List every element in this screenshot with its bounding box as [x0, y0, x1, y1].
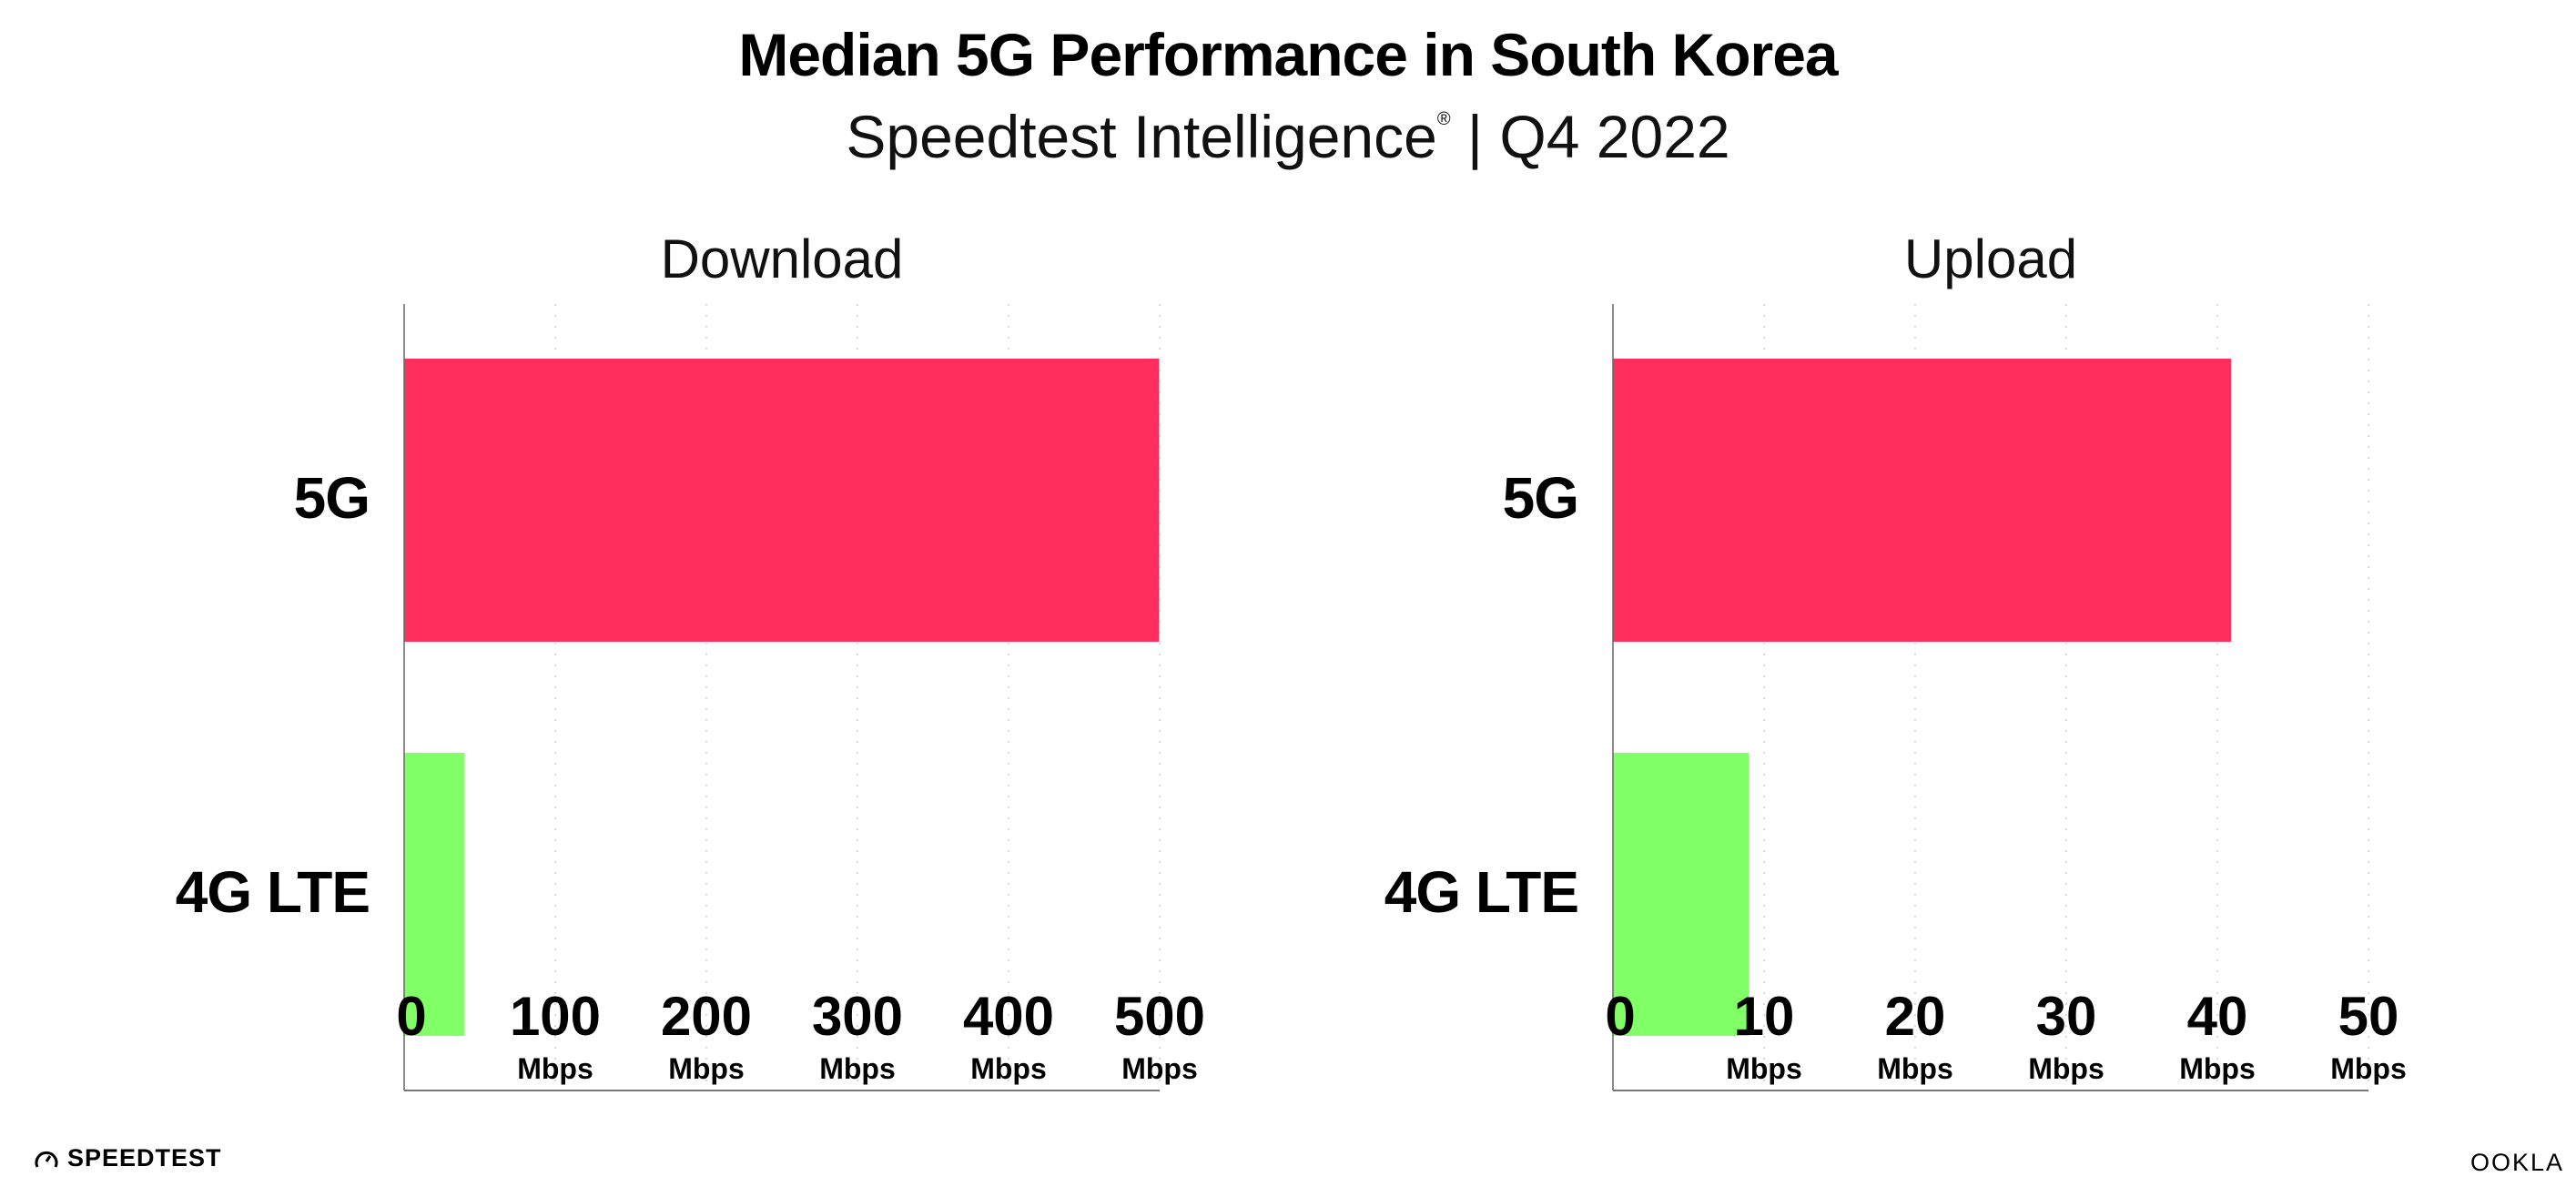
x-tick-label: 40: [2186, 986, 2248, 1047]
x-tick-unit: Mbps: [1121, 1052, 1198, 1085]
speedtest-logo: SPEEDTEST: [33, 1144, 222, 1172]
x-tick-unit: Mbps: [2028, 1052, 2104, 1085]
x-tick-unit: Mbps: [970, 1052, 1047, 1085]
x-tick-unit: Mbps: [2179, 1052, 2256, 1085]
x-tick-unit: Mbps: [819, 1052, 896, 1085]
bar-5g: [1613, 359, 2231, 642]
subtitle-text: Speedtest Intelligence: [846, 103, 1437, 170]
registered-mark: ®: [1436, 109, 1451, 129]
panel-title: Upload: [1903, 228, 2078, 289]
category-label: 4G LTE: [1384, 858, 1579, 925]
chart-title: Median 5G Performance in South Korea: [738, 21, 1838, 88]
x-tick-label: 10: [1733, 986, 1795, 1047]
chart-subtitle: Speedtest Intelligence® | Q4 2022: [0, 102, 2576, 171]
category-label: 5G: [293, 464, 370, 531]
category-label: 5G: [1502, 464, 1579, 531]
x-tick-label: 300: [811, 986, 904, 1047]
x-tick-label: 50: [2338, 986, 2399, 1047]
subtitle-period: | Q4 2022: [1450, 103, 1730, 170]
x-tick-unit: Mbps: [517, 1052, 593, 1085]
x-tick-unit: Mbps: [668, 1052, 745, 1085]
panel-title: Download: [660, 228, 904, 289]
x-tick-label: 20: [1884, 986, 1946, 1047]
speedometer-icon: [35, 1151, 58, 1168]
x-tick-label: 0: [396, 986, 427, 1047]
x-tick-label: 200: [660, 986, 753, 1047]
x-tick-label: 100: [509, 986, 602, 1047]
category-label: 4G LTE: [175, 858, 370, 925]
x-tick-label: 400: [962, 986, 1055, 1047]
bar-4g-lte: [404, 753, 465, 1036]
x-tick-unit: Mbps: [2330, 1052, 2407, 1085]
speedtest-logo-text: SPEEDTEST: [67, 1144, 222, 1172]
x-tick-label: 30: [2035, 986, 2097, 1047]
bar-4g-lte: [1613, 753, 1749, 1036]
x-tick-unit: Mbps: [1726, 1052, 1802, 1085]
ookla-logo: OOKLA: [2470, 1149, 2565, 1176]
bar-5g: [404, 359, 1160, 642]
x-tick-unit: Mbps: [1877, 1052, 1953, 1085]
x-tick-label: 500: [1113, 986, 1206, 1047]
x-tick-label: 0: [1605, 986, 1636, 1047]
